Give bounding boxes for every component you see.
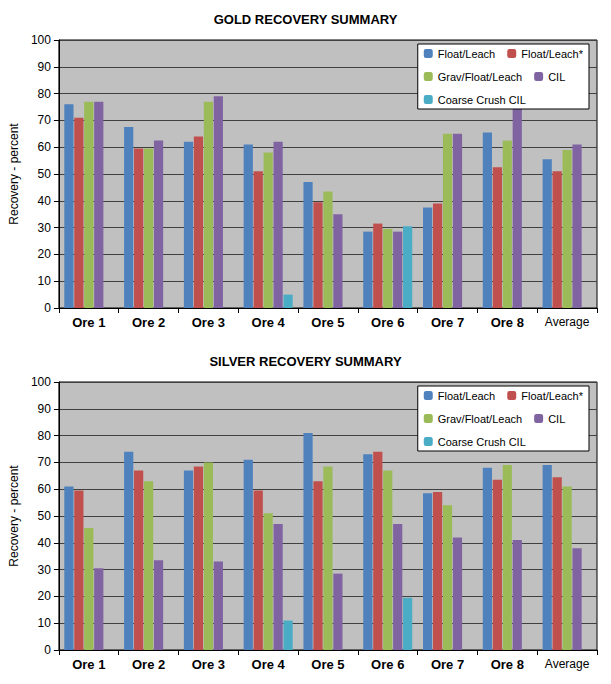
svg-text:Ore 3: Ore 3	[192, 315, 225, 330]
svg-text:100: 100	[31, 375, 51, 389]
svg-text:SILVER RECOVERY SUMMARY: SILVER RECOVERY SUMMARY	[209, 354, 401, 369]
svg-text:Ore 6: Ore 6	[371, 657, 404, 672]
svg-text:30: 30	[38, 563, 52, 577]
svg-text:60: 60	[38, 140, 52, 154]
svg-text:70: 70	[38, 113, 52, 127]
svg-text:60: 60	[38, 482, 52, 496]
svg-text:CIL: CIL	[548, 71, 565, 83]
svg-text:70: 70	[38, 455, 52, 469]
svg-text:Ore 4: Ore 4	[252, 657, 286, 672]
svg-text:Ore 7: Ore 7	[431, 657, 464, 672]
svg-text:Ore 3: Ore 3	[192, 657, 225, 672]
svg-text:20: 20	[38, 247, 52, 261]
svg-text:50: 50	[38, 509, 52, 523]
svg-text:Ore 4: Ore 4	[252, 315, 286, 330]
svg-text:Ore 5: Ore 5	[311, 657, 344, 672]
svg-text:Coarse Crush CIL: Coarse Crush CIL	[438, 436, 526, 448]
svg-text:100: 100	[31, 33, 51, 47]
svg-text:CIL: CIL	[548, 413, 565, 425]
svg-text:40: 40	[38, 194, 52, 208]
svg-text:GOLD RECOVERY SUMMARY: GOLD RECOVERY SUMMARY	[214, 12, 398, 27]
svg-text:0: 0	[44, 643, 51, 657]
svg-text:Ore 8: Ore 8	[491, 657, 524, 672]
svg-text:Ore 6: Ore 6	[371, 315, 404, 330]
svg-text:Recovery - percent: Recovery - percent	[7, 465, 21, 567]
svg-text:Ore 1: Ore 1	[72, 315, 105, 330]
svg-text:Average: Average	[545, 657, 590, 671]
svg-text:Ore 2: Ore 2	[132, 315, 165, 330]
svg-text:90: 90	[38, 402, 52, 416]
svg-text:Recovery - percent: Recovery - percent	[7, 123, 21, 225]
svg-text:90: 90	[38, 60, 52, 74]
svg-text:Ore 7: Ore 7	[431, 315, 464, 330]
svg-text:Ore 8: Ore 8	[491, 315, 524, 330]
svg-text:Float/Leach: Float/Leach	[438, 390, 495, 402]
svg-text:80: 80	[38, 87, 52, 101]
svg-text:10: 10	[38, 616, 52, 630]
svg-text:Ore 1: Ore 1	[72, 657, 105, 672]
svg-text:Ore 5: Ore 5	[311, 315, 344, 330]
svg-text:50: 50	[38, 167, 52, 181]
svg-text:Grav/Float/Leach: Grav/Float/Leach	[438, 71, 522, 83]
svg-text:Average: Average	[545, 315, 590, 329]
svg-text:80: 80	[38, 429, 52, 443]
svg-text:Grav/Float/Leach: Grav/Float/Leach	[438, 413, 522, 425]
svg-text:Float/Leach*: Float/Leach*	[521, 390, 583, 402]
svg-text:Coarse Crush CIL: Coarse Crush CIL	[438, 94, 526, 106]
svg-text:Float/Leach*: Float/Leach*	[521, 48, 583, 60]
svg-text:10: 10	[38, 274, 52, 288]
svg-text:Ore 2: Ore 2	[132, 657, 165, 672]
svg-text:40: 40	[38, 536, 52, 550]
svg-text:30: 30	[38, 221, 52, 235]
svg-text:20: 20	[38, 589, 52, 603]
svg-text:0: 0	[44, 301, 51, 315]
svg-text:Float/Leach: Float/Leach	[438, 48, 495, 60]
